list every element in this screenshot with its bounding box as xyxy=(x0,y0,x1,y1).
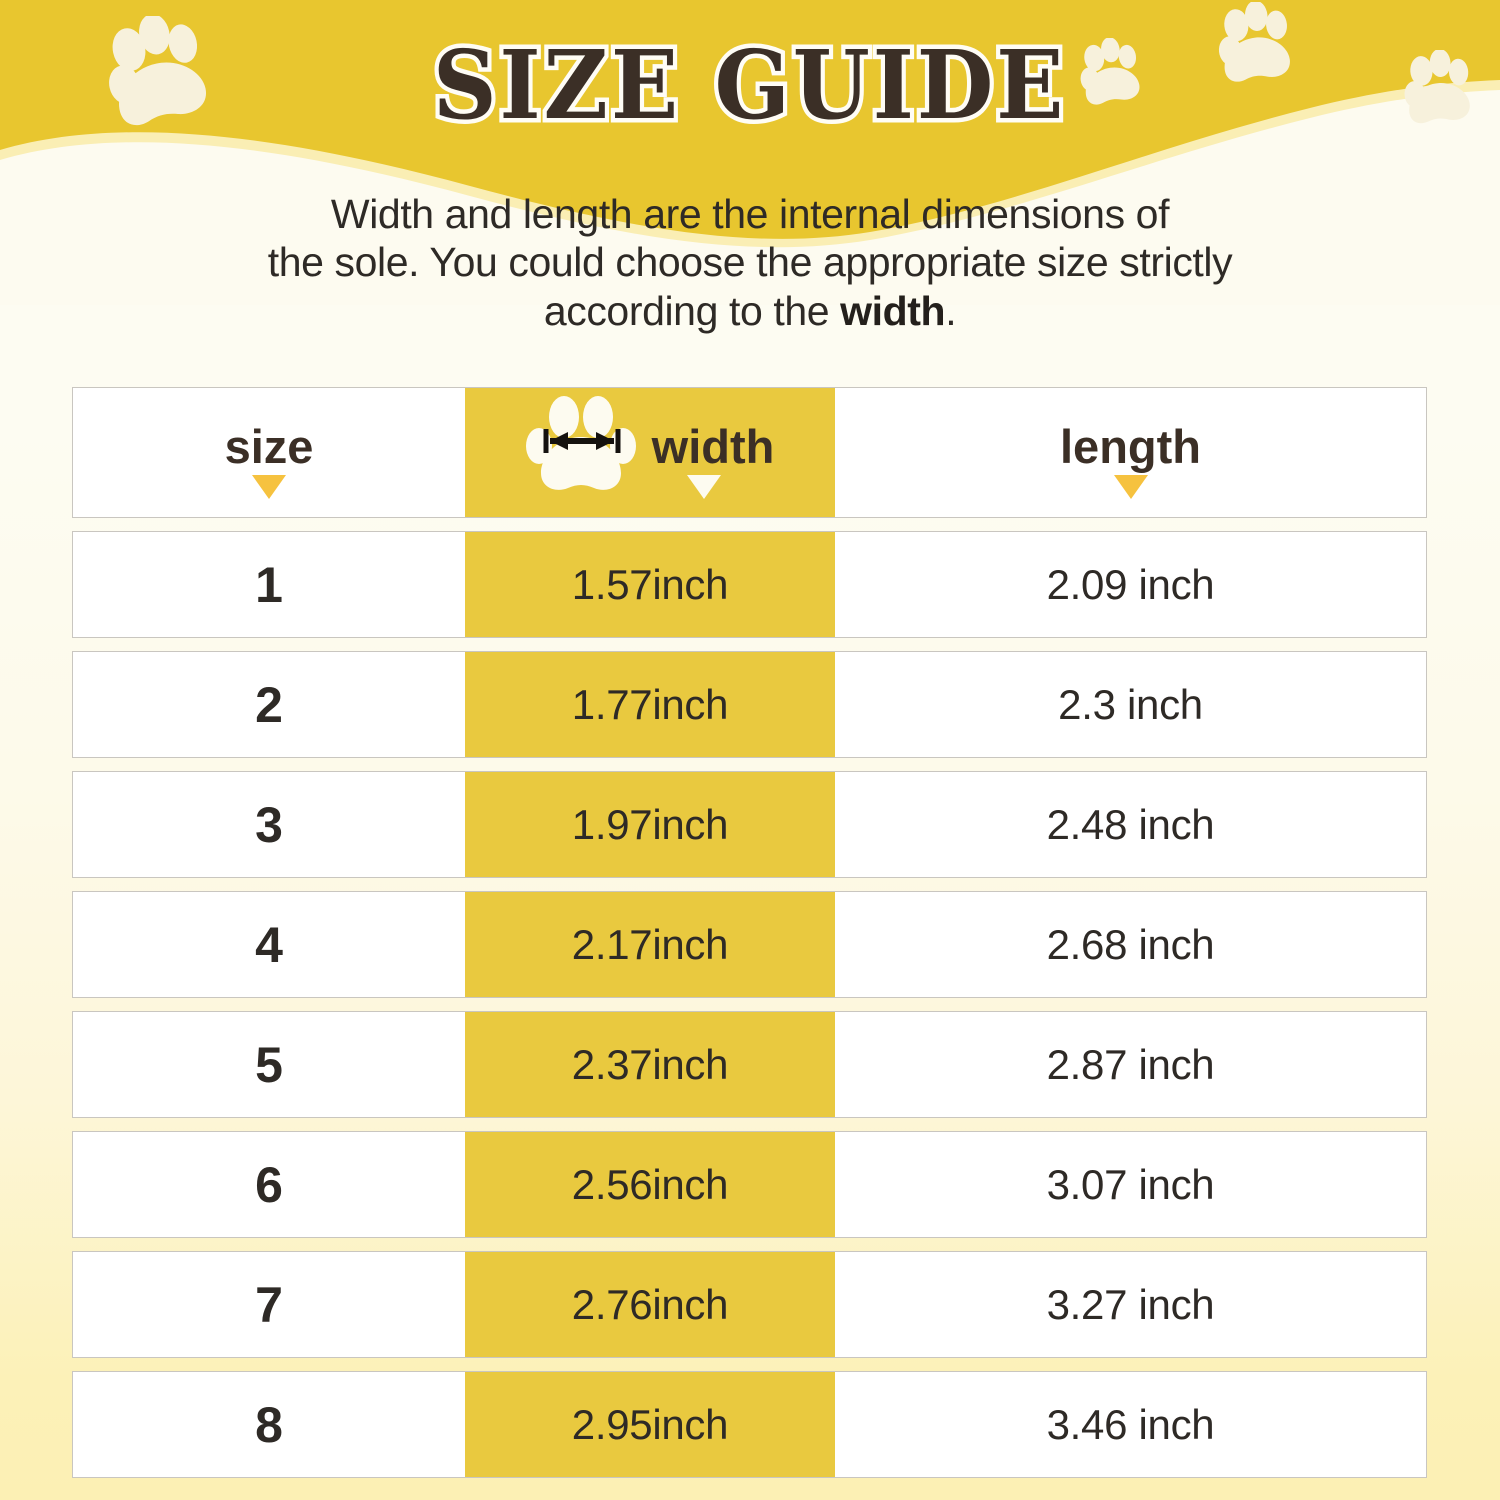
width-value: 1.97inch xyxy=(571,800,729,848)
size-value: 6 xyxy=(255,1156,283,1213)
table-header-cell-width: width xyxy=(465,388,835,517)
subtitle-emphasis-width: width xyxy=(840,287,946,334)
table-row: 7 2.76inch 3.27 inch xyxy=(72,1251,1427,1358)
subtitle-line-2: the sole. You could choose the appropria… xyxy=(267,239,1233,286)
sort-indicator-triangle-size xyxy=(252,475,286,499)
cell-width: 2.37inch xyxy=(465,1012,835,1117)
cell-width: 1.57inch xyxy=(465,532,835,637)
width-value: 1.57inch xyxy=(571,560,729,608)
sort-indicator-triangle-width xyxy=(687,475,721,499)
cell-length: 3.27 inch xyxy=(835,1252,1426,1357)
length-value: 2.09 inch xyxy=(1046,560,1215,608)
table-row: 4 2.17inch 2.68 inch xyxy=(72,891,1427,998)
size-value: 8 xyxy=(255,1396,283,1453)
table-row: 1 1.57inch 2.09 inch xyxy=(72,531,1427,638)
page-title: SIZE GUIDE xyxy=(429,30,1068,141)
cell-size: 8 xyxy=(73,1372,465,1477)
cell-width: 2.76inch xyxy=(465,1252,835,1357)
cell-width: 1.77inch xyxy=(465,652,835,757)
width-value: 2.17inch xyxy=(571,920,729,968)
cell-size: 2 xyxy=(73,652,465,757)
size-value: 7 xyxy=(255,1276,283,1333)
column-header-size: size xyxy=(224,420,314,473)
length-value: 2.68 inch xyxy=(1046,920,1215,968)
width-value: 2.76inch xyxy=(571,1280,729,1328)
size-guide-table: size xyxy=(72,387,1427,1491)
size-value: 2 xyxy=(255,676,283,733)
length-value: 2.87 inch xyxy=(1046,1040,1215,1088)
subtitle-text: Width and length are the internal dimens… xyxy=(150,190,1350,335)
length-value: 2.3 inch xyxy=(1058,680,1203,728)
table-row: 6 2.56inch 3.07 inch xyxy=(72,1131,1427,1238)
width-value: 1.77inch xyxy=(571,680,729,728)
length-value: 2.48 inch xyxy=(1046,800,1215,848)
cell-width: 2.95inch xyxy=(465,1372,835,1477)
table-row: 5 2.37inch 2.87 inch xyxy=(72,1011,1427,1118)
length-value: 3.27 inch xyxy=(1046,1280,1215,1328)
cell-size: 3 xyxy=(73,772,465,877)
cell-length: 3.46 inch xyxy=(835,1372,1426,1477)
column-header-length: length xyxy=(1060,420,1201,473)
cell-length: 2.48 inch xyxy=(835,772,1426,877)
cell-length: 2.68 inch xyxy=(835,892,1426,997)
sort-indicator-triangle-length xyxy=(1113,475,1148,499)
cell-size: 1 xyxy=(73,532,465,637)
width-value: 2.37inch xyxy=(571,1040,729,1088)
cell-size: 4 xyxy=(73,892,465,997)
cell-size: 5 xyxy=(73,1012,465,1117)
page-title-wrap: SIZE GUIDE xyxy=(0,30,1500,141)
length-value: 3.46 inch xyxy=(1046,1400,1215,1448)
size-value: 5 xyxy=(255,1036,283,1093)
table-header-row: size xyxy=(72,387,1427,518)
cell-width: 1.97inch xyxy=(465,772,835,877)
table-row: 3 1.97inch 2.48 inch xyxy=(72,771,1427,878)
size-value: 3 xyxy=(255,796,283,853)
table-header-cell-length: length xyxy=(835,388,1426,517)
subtitle-line-3-pre: according to the xyxy=(543,287,841,334)
cell-length: 3.07 inch xyxy=(835,1132,1426,1237)
size-value: 1 xyxy=(255,556,283,613)
cell-size: 7 xyxy=(73,1252,465,1357)
paw-width-icon xyxy=(525,393,638,501)
cell-length: 2.87 inch xyxy=(835,1012,1426,1117)
subtitle-line-1: Width and length are the internal dimens… xyxy=(330,191,1170,237)
cell-width: 2.56inch xyxy=(465,1132,835,1237)
table-row: 8 2.95inch 3.46 inch xyxy=(72,1371,1427,1478)
column-header-width: width xyxy=(651,420,775,473)
table-row: 2 1.77inch 2.3 inch xyxy=(72,651,1427,758)
width-value: 2.95inch xyxy=(571,1400,729,1448)
size-value: 4 xyxy=(255,916,283,973)
length-value: 3.07 inch xyxy=(1046,1160,1215,1208)
cell-length: 2.09 inch xyxy=(835,532,1426,637)
subtitle-line-3-post: . xyxy=(945,287,957,334)
width-value: 2.56inch xyxy=(571,1160,729,1208)
table-header-cell-size: size xyxy=(73,388,465,517)
cell-size: 6 xyxy=(73,1132,465,1237)
cell-width: 2.17inch xyxy=(465,892,835,997)
cell-length: 2.3 inch xyxy=(835,652,1426,757)
